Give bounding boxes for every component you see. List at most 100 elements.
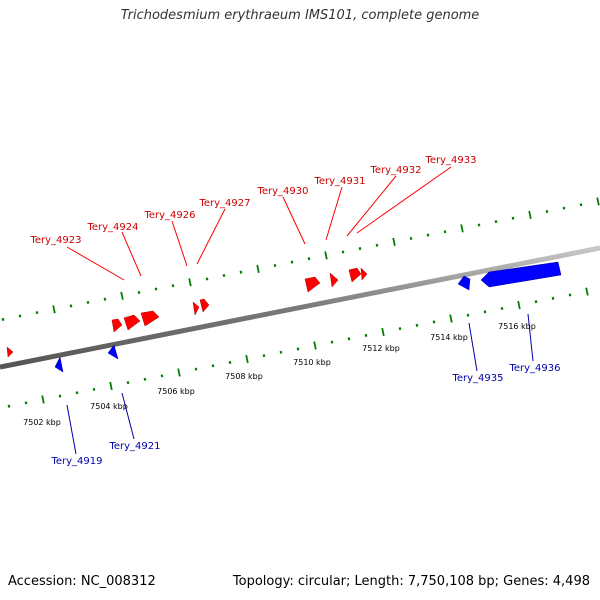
minor-tick — [375, 243, 379, 247]
gene-arrow[interactable] — [360, 267, 368, 281]
minor-tick — [86, 301, 90, 305]
gene-arrow[interactable] — [54, 356, 64, 373]
gene-arrow[interactable] — [304, 276, 321, 293]
gene-label[interactable]: Tery_4933 — [424, 155, 476, 166]
forward-callouts — [66, 166, 452, 281]
minor-tick — [364, 333, 368, 337]
gene-arrow[interactable] — [480, 261, 562, 288]
major-tick — [528, 210, 532, 219]
minor-tick — [171, 284, 175, 288]
gene-arrow[interactable] — [348, 267, 362, 283]
scale-label: 7504 kbp — [90, 402, 128, 411]
reverse-scale-ticks — [7, 287, 589, 408]
gene-arrow[interactable] — [192, 301, 200, 316]
minor-tick — [239, 270, 243, 274]
minor-tick — [466, 313, 470, 317]
minor-tick — [500, 306, 504, 310]
major-tick — [245, 354, 249, 364]
callout-line — [356, 166, 452, 234]
gene-label[interactable]: Tery_4921 — [108, 441, 160, 452]
minor-tick — [551, 296, 555, 300]
minor-tick — [75, 391, 79, 395]
gene-label[interactable]: Tery_4923 — [29, 235, 81, 246]
major-tick — [460, 224, 464, 233]
minor-tick — [296, 347, 300, 351]
gene-label[interactable]: Tery_4931 — [313, 176, 365, 187]
minor-tick — [398, 327, 402, 331]
major-tick — [256, 264, 260, 273]
forward-gene-labels: Tery_4923 Tery_4924 Tery_4926 Tery_4927 … — [29, 155, 476, 246]
callout-line — [468, 322, 478, 372]
gene-arrow[interactable] — [140, 310, 160, 327]
callout-line — [121, 231, 142, 277]
minor-tick — [341, 250, 345, 254]
minor-tick — [347, 337, 351, 341]
genome-backbone — [0, 245, 600, 370]
gene-label[interactable]: Tery_4927 — [198, 198, 250, 209]
minor-tick — [137, 290, 141, 294]
minor-tick — [483, 310, 487, 314]
minor-tick — [1, 317, 5, 321]
major-tick — [392, 237, 396, 246]
map-title: Trichodesmium erythraeum IMS101, complet… — [120, 8, 480, 23]
minor-tick — [579, 203, 583, 207]
minor-tick — [443, 230, 447, 234]
minor-tick — [211, 364, 215, 368]
gene-label[interactable]: Tery_4932 — [369, 165, 421, 176]
minor-tick — [426, 233, 430, 237]
gene-arrow[interactable] — [107, 344, 119, 360]
minor-tick — [160, 374, 164, 378]
minor-tick — [494, 220, 498, 224]
scale-label: 7514 kbp — [430, 333, 468, 342]
gene-label[interactable]: Tery_4930 — [256, 186, 308, 197]
scale-label: 7508 kbp — [225, 372, 263, 381]
gene-label[interactable]: Tery_4936 — [508, 363, 560, 374]
gene-arrow[interactable] — [111, 318, 123, 333]
reverse-genes — [54, 261, 562, 373]
scale-label: 7502 kbp — [23, 418, 61, 427]
major-tick — [596, 197, 600, 206]
major-tick — [177, 368, 181, 377]
minor-tick — [222, 274, 226, 278]
minor-tick — [205, 277, 209, 281]
gene-arrow[interactable] — [457, 275, 471, 291]
scale-label: 7506 kbp — [157, 387, 195, 396]
minor-tick — [415, 323, 419, 327]
major-tick — [109, 381, 113, 391]
gene-arrow[interactable] — [329, 272, 339, 288]
minor-tick — [228, 360, 232, 364]
forward-genes — [6, 267, 368, 358]
gene-arrow[interactable] — [199, 298, 210, 313]
minor-tick — [92, 387, 96, 391]
callout-line — [196, 208, 226, 265]
callout-line — [66, 246, 125, 281]
gene-label[interactable]: Tery_4926 — [143, 210, 195, 221]
minor-tick — [511, 216, 515, 220]
reverse-gene-labels: Tery_4919 Tery_4921 Tery_4935 Tery_4936 — [50, 363, 560, 467]
minor-tick — [279, 350, 283, 354]
minor-tick — [307, 257, 311, 261]
minor-tick — [432, 320, 436, 324]
minor-tick — [126, 381, 130, 385]
minor-tick — [545, 209, 549, 214]
gene-label[interactable]: Tery_4919 — [50, 456, 102, 467]
scale-label: 7512 kbp — [362, 344, 400, 353]
callout-line — [66, 404, 77, 455]
minor-tick — [18, 314, 22, 318]
minor-tick — [358, 247, 362, 251]
gene-label[interactable]: Tery_4924 — [86, 222, 138, 233]
minor-tick — [477, 223, 481, 227]
minor-tick — [103, 297, 107, 301]
major-tick — [120, 291, 124, 300]
gene-arrow[interactable] — [6, 346, 14, 358]
minor-tick — [290, 260, 294, 264]
gene-arrow[interactable] — [123, 314, 141, 331]
gene-label[interactable]: Tery_4935 — [451, 373, 503, 384]
genome-summary-text: Topology: circular; Length: 7,750,108 bp… — [232, 574, 590, 589]
scale-labels: 7502 kbp 7504 kbp 7506 kbp 7508 kbp 7510… — [23, 322, 536, 427]
minor-tick — [568, 293, 572, 297]
major-tick — [188, 278, 192, 287]
callout-line — [527, 313, 534, 362]
